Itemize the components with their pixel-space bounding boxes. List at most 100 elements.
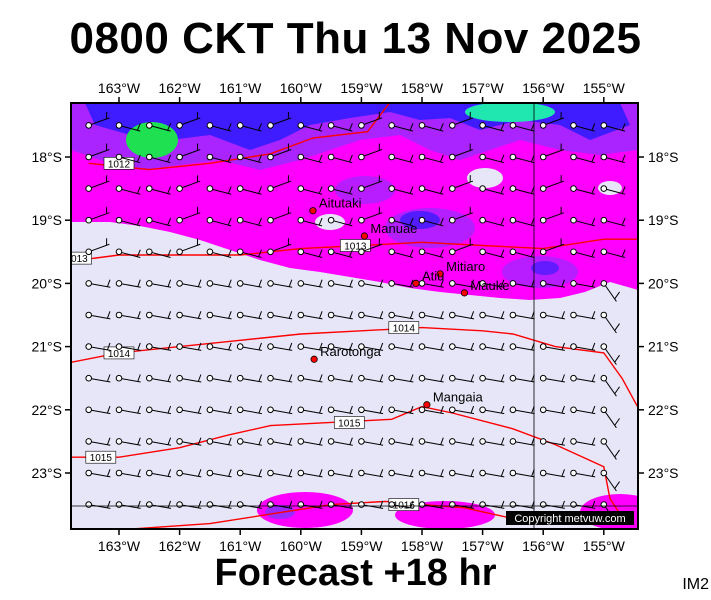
- wind-barb: [206, 437, 232, 446]
- place-name: Manuae: [370, 221, 417, 236]
- wind-barb: [297, 248, 323, 258]
- wind-barb: [388, 437, 414, 446]
- wind-barb: [267, 175, 292, 192]
- wind-barb: [570, 374, 596, 383]
- wind-barb: [236, 311, 262, 320]
- wind-barb: [388, 342, 414, 351]
- wind-barb: [327, 405, 353, 415]
- lon-label-bottom: 159°W: [340, 538, 383, 554]
- wind-barb: [418, 248, 444, 258]
- wind-barb: [479, 279, 505, 288]
- wind-barb: [418, 374, 444, 383]
- wind-barb: [327, 311, 353, 320]
- wind-barb: [479, 405, 505, 415]
- wind-barb: [297, 185, 323, 195]
- wind-barb: [267, 374, 293, 383]
- lon-label-top: 157°W: [462, 80, 505, 96]
- lat-label-right: 21°S: [648, 339, 679, 355]
- wind-barb: [600, 343, 620, 365]
- place-name: Atiu: [422, 268, 444, 283]
- wind-barb: [176, 405, 202, 415]
- wind-barb: [358, 143, 383, 161]
- wind-barb: [206, 469, 232, 478]
- wind-barb: [206, 153, 232, 164]
- wind-barb: [418, 437, 444, 446]
- wind-barb: [449, 469, 475, 478]
- wind-barb: [206, 342, 232, 351]
- wind-barb: [570, 469, 596, 478]
- wind-barb: [176, 311, 202, 320]
- lon-label-bottom: 163°W: [98, 538, 141, 554]
- lat-label-right: 18°S: [648, 149, 679, 165]
- wind-barb: [146, 469, 172, 478]
- place-name: Rarotonga: [320, 344, 381, 359]
- wind-barb: [358, 206, 383, 224]
- wind-barb: [358, 111, 383, 129]
- wind-barb: [509, 342, 535, 351]
- wind-barb: [600, 311, 620, 334]
- wind-barb: [449, 175, 474, 192]
- wind-barb: [85, 143, 110, 161]
- wind-barb: [358, 405, 384, 415]
- wind-barb: [449, 437, 475, 446]
- wind-barb: [600, 122, 626, 132]
- wind-barb: [297, 469, 323, 478]
- wind-barb: [479, 374, 505, 383]
- isobar-label: 1013: [340, 239, 371, 252]
- wind-barb: [206, 279, 232, 288]
- lat-label-right: 22°S: [648, 402, 679, 418]
- place-marker: Atiu: [412, 268, 444, 287]
- wind-barb: [115, 469, 141, 478]
- wind-barb: [176, 279, 202, 288]
- wind-barb: [449, 405, 475, 415]
- wind-barb: [388, 122, 414, 132]
- wind-barb: [176, 206, 201, 224]
- wind-barb: [539, 238, 565, 256]
- wind-barb: [570, 216, 596, 227]
- place-marker: Mangaia: [423, 390, 483, 409]
- wind-barb: [146, 185, 172, 195]
- wind-barb: [388, 374, 414, 383]
- wind-barb: [539, 342, 565, 351]
- wind-barb: [267, 405, 293, 415]
- rain-south: [257, 492, 353, 528]
- lon-label-bottom: 160°W: [280, 538, 323, 554]
- isobar-label: 1014: [388, 321, 420, 335]
- wind-barb: [236, 405, 262, 415]
- svg-text:1013: 1013: [344, 241, 367, 252]
- wind-barb: [388, 405, 414, 415]
- wind-barb: [115, 279, 141, 288]
- wind-barb: [418, 311, 444, 320]
- wind-barb: [449, 206, 474, 224]
- lon-label-top: 161°W: [219, 80, 262, 96]
- wind-barb: [600, 469, 620, 492]
- lon-label-bottom: 158°W: [401, 538, 444, 554]
- wind-barb: [539, 374, 565, 383]
- lat-label-left: 19°S: [31, 212, 62, 228]
- svg-text:1015: 1015: [338, 418, 361, 429]
- copyright-box: Copyright metvuw.com: [506, 511, 634, 525]
- svg-text:1014: 1014: [393, 324, 416, 335]
- wind-barb: [115, 248, 141, 258]
- wind-barb: [146, 342, 172, 351]
- wind-barb: [236, 153, 262, 164]
- wind-barb: [146, 437, 172, 446]
- wind-barb: [388, 469, 414, 478]
- lat-label-left: 18°S: [31, 149, 62, 165]
- wind-barb: [115, 374, 141, 383]
- wind-barb: [539, 279, 565, 288]
- wind-barb: [146, 311, 172, 320]
- lon-label-top: 156°W: [522, 80, 565, 96]
- wind-barb: [146, 122, 172, 132]
- wind-barb: [115, 342, 141, 351]
- wind-barb: [327, 216, 353, 227]
- wind-barb: [358, 469, 384, 478]
- wind-barb: [236, 342, 262, 351]
- rain-green: [126, 122, 178, 158]
- wind-barb: [176, 469, 202, 478]
- wind-barb: [539, 405, 565, 415]
- wind-barb: [297, 311, 323, 320]
- wind-barb: [570, 279, 596, 288]
- svg-text:1014: 1014: [108, 349, 131, 360]
- wind-barb: [388, 279, 414, 288]
